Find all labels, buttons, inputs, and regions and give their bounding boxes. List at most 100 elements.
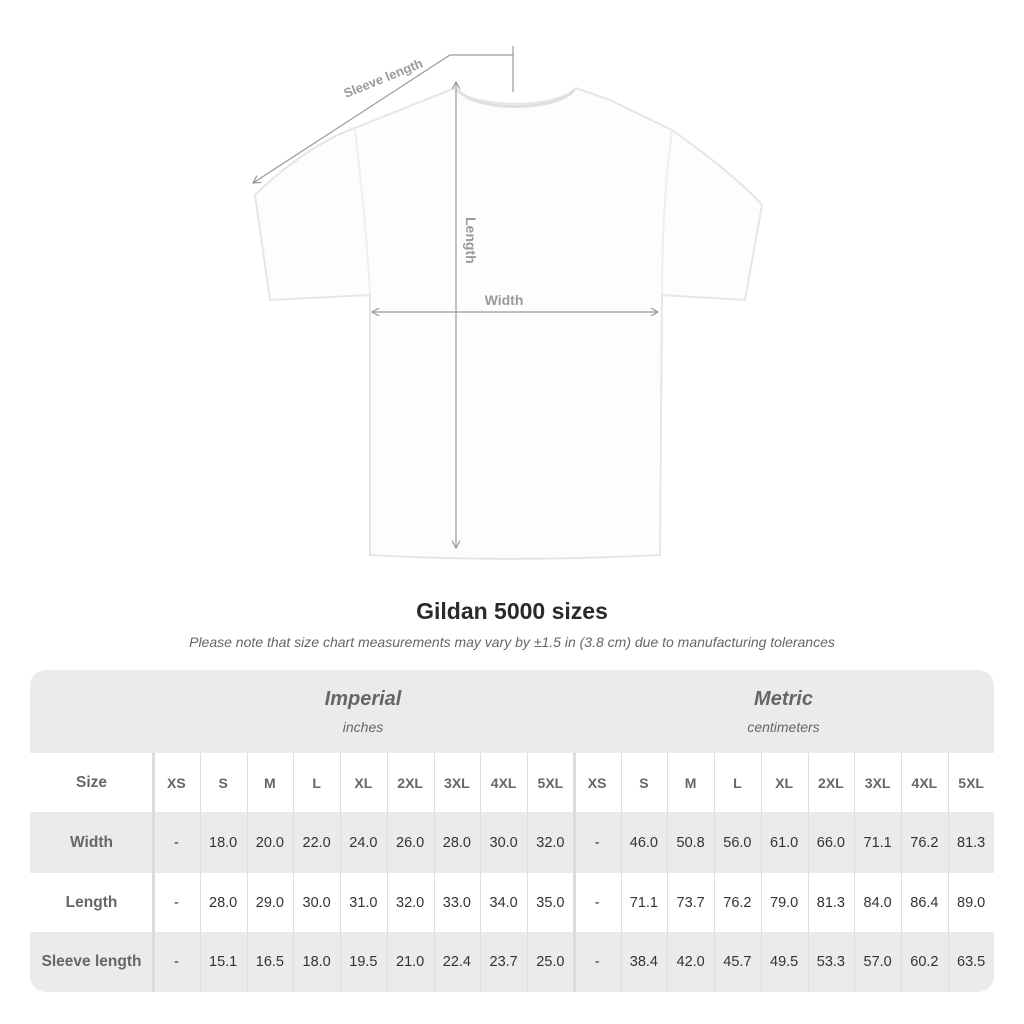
size-column-header: XS [167,774,186,791]
metric-title: Metric [754,688,813,710]
imperial-value: 30.0 [302,894,331,911]
imperial-value: 18.0 [209,834,238,851]
imperial-value: 29.0 [255,894,284,911]
size-column-header: XL [354,774,373,791]
size-column-header: L [312,774,321,791]
metric-value: 63.5 [957,954,986,970]
size-column-header: 5XL [958,774,984,791]
imperial-value: 35.0 [536,894,565,911]
imperial-value: 34.0 [489,894,518,911]
imperial-unit: inches [342,719,384,735]
imperial-value: 21.0 [396,954,425,970]
size-column-header: S [639,774,649,791]
imperial-value: 15.1 [209,954,238,970]
column-divider [480,753,482,992]
imperial-value: 30.0 [489,834,518,851]
row-band [30,812,994,873]
imperial-value: 24.0 [349,834,378,851]
tshirt-image [253,86,764,560]
length-label: Length [463,217,479,264]
metric-value: 50.8 [676,834,705,851]
column-divider [947,753,949,992]
metric-value: 89.0 [957,894,986,911]
size-column-header: 3XL [864,774,891,791]
metric-value: 60.2 [910,954,939,970]
metric-value: 79.0 [770,894,799,911]
metric-value: - [594,954,600,970]
size-row-band [30,753,994,812]
tolerance-note: Please note that size chart measurements… [189,634,835,650]
metric-value: 86.4 [910,894,939,911]
imperial-value: 28.0 [442,834,471,851]
column-divider [714,753,715,992]
metric-value: - [594,894,600,911]
row-band [30,932,994,992]
metric-value: 45.7 [723,954,752,970]
size-column-header: 2XL [397,774,423,791]
metric-unit: centimeters [747,719,820,735]
metric-value: 84.0 [863,894,892,911]
metric-value: 73.7 [676,894,705,911]
column-divider [246,753,248,992]
imperial-value: 16.5 [255,954,284,970]
imperial-value: 25.0 [536,954,565,970]
tshirt-diagram: Sleeve length Length Width [0,46,764,560]
size-column-header: 4XL [911,774,938,791]
metric-value: 81.3 [816,894,845,911]
size-column-header: 5XL [537,774,564,791]
size-column-header: XL [775,774,794,791]
column-divider [340,753,341,992]
size-table: Imperial inches Metric centimeters Size X… [30,670,994,992]
metric-value: 71.1 [629,894,658,911]
imperial-value: 22.0 [302,834,331,851]
imperial-value: 32.0 [396,894,425,911]
metric-value: 81.3 [957,834,986,851]
imperial-value: 23.7 [489,954,518,970]
column-divider [667,753,669,992]
size-column-header: M [264,774,276,791]
column-divider [620,753,622,992]
width-label: Width [485,292,524,308]
metric-value: 46.0 [629,834,658,851]
size-column-header: 2XL [818,774,844,791]
size-column-header: S [218,774,228,791]
row-label: Sleeve length [41,953,142,970]
imperial-value: - [173,954,179,970]
imperial-value: 28.0 [209,894,238,911]
imperial-header: Imperial inches [153,670,573,753]
imperial-value: 20.0 [255,834,284,851]
column-divider [433,753,435,992]
column-divider [807,753,809,992]
column-divider [572,753,576,992]
sleeve-length-label: Sleeve length [342,55,425,100]
size-column-header: M [684,774,697,791]
row-label: Width [70,833,113,851]
imperial-title: Imperial [324,688,402,710]
imperial-value: 19.5 [349,954,378,970]
header-band [30,670,994,753]
column-divider [199,753,201,992]
imperial-value: 31.0 [349,894,378,911]
size-column-header: XS [587,774,607,791]
metric-value: 53.3 [816,954,845,970]
size-column-header: L [733,774,742,791]
metric-value: 76.2 [910,834,939,851]
imperial-value: 32.0 [536,834,565,851]
metric-value: 57.0 [863,954,892,970]
column-divider [854,753,856,992]
metric-value: 49.5 [770,954,799,970]
size-column-header: 4XL [490,774,517,791]
measurement-lines [253,46,658,548]
imperial-value: 18.0 [302,954,331,970]
row-label: Length [65,893,118,911]
metric-header: Metric centimeters [573,670,994,753]
metric-value: 71.1 [863,834,892,851]
column-divider [527,753,528,992]
row-band [30,873,994,932]
metric-value: - [594,834,600,851]
column-divider [760,753,762,992]
page-title: Gildan 5000 sizes [416,598,608,624]
column-divider [901,753,902,992]
imperial-value: - [173,834,179,851]
metric-value: 66.0 [816,834,845,851]
